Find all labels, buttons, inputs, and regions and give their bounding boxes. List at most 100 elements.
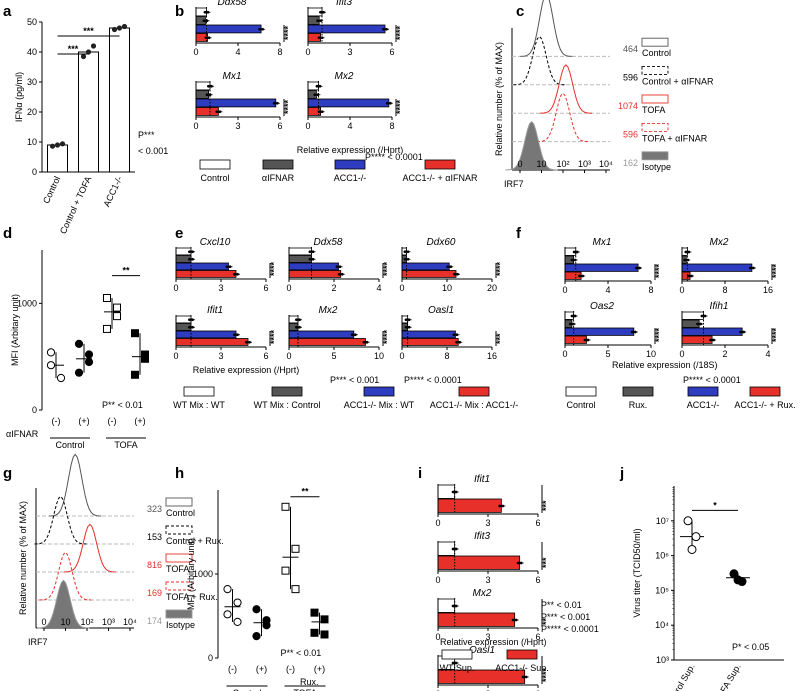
x-axis-label: Relative expression (/Hprt) (440, 637, 547, 647)
gene-title: Ddx60 (427, 237, 456, 248)
legend-swatch (199, 159, 231, 170)
stat-text: P*** < 0.001 (330, 375, 379, 385)
legend-swatch (641, 122, 669, 132)
x-tick-label: 10² (556, 159, 569, 169)
gene-title: Ddx58 (314, 237, 343, 248)
y-tick-label: 10⁶ (655, 551, 669, 561)
data-point (310, 608, 319, 617)
data-point (451, 547, 455, 551)
x-tick-label: 10³ (102, 617, 115, 627)
legend-label: TOFA + αIFNAR (642, 133, 708, 143)
x-tick-label: 10 (374, 351, 384, 361)
data-point (362, 340, 366, 344)
x-tick-label: 10² (80, 617, 93, 627)
stat-text: P**** < 0.0001 (404, 375, 462, 385)
data-point (382, 27, 385, 31)
x-tick-label: 3 (347, 47, 352, 57)
gene-title: Ifit3 (336, 0, 353, 8)
data-point (131, 329, 139, 338)
data-point (225, 265, 229, 269)
bar (401, 330, 456, 339)
x-tick-label: 4 (235, 47, 240, 57)
x-tick-label: 4 (376, 283, 381, 293)
x-tick-label: 6 (535, 575, 540, 585)
data-point (501, 504, 505, 508)
x-tick-label: 0 (193, 47, 198, 57)
data-point (570, 258, 574, 262)
data-point (404, 325, 408, 329)
data-point (311, 250, 315, 254)
data-point (454, 547, 458, 551)
significance-label: **** (269, 261, 279, 276)
x-tick-label: 0 (679, 349, 684, 359)
histogram-curve (34, 495, 87, 545)
data-point (310, 628, 319, 637)
data-point (446, 265, 450, 269)
x-tick-label: 0 (562, 285, 567, 295)
gene-title: Ifit1 (207, 305, 223, 316)
bar (564, 335, 587, 344)
panel-i-bar-chart: Ifit1036***Ifit3036***Mx2036**Oasl1036**… (435, 474, 598, 691)
x-tick-label: 3 (218, 351, 223, 361)
data-point (407, 325, 411, 329)
histogram-curve (539, 64, 592, 114)
data-point (80, 53, 87, 60)
data-point (223, 610, 232, 619)
data-point (308, 257, 312, 261)
x-axis-label: Relative expression (/Hprt) (193, 365, 300, 375)
data-point (583, 338, 587, 342)
data-point (208, 93, 212, 97)
stat-text: < 0.001 (138, 146, 168, 156)
x-tick-label: 10 (536, 159, 546, 169)
data-point (318, 84, 322, 88)
bar (437, 498, 502, 513)
data-point (252, 605, 261, 614)
bar (437, 555, 521, 570)
x-tick-label: 8 (722, 285, 727, 295)
legend-swatch (641, 94, 669, 104)
bar (175, 330, 237, 339)
data-point (751, 266, 755, 270)
y-tick-label: 10⁵ (655, 585, 669, 595)
x-axis-label: IRF7 (504, 179, 524, 189)
bar (175, 270, 237, 278)
x-tick-label: 3 (485, 632, 490, 642)
legend-label: Control (166, 508, 195, 518)
histogram-curve (63, 523, 116, 573)
data-point (275, 101, 279, 105)
data-point (54, 142, 61, 148)
mfi-value: 596 (623, 129, 638, 139)
legend-label: ACC1-/- Sup. (495, 663, 549, 673)
y-axis-label: Relative number (% of MAX) (494, 42, 504, 156)
data-point (103, 324, 111, 333)
data-point (248, 340, 251, 344)
panel-label-e: e (175, 225, 183, 242)
stat-text: P* < 0.05 (732, 642, 769, 652)
data-point (252, 632, 261, 641)
x-tick-label: 2 (331, 283, 336, 293)
legend-swatch (424, 159, 456, 170)
legend-label: WT Mix : Control (254, 400, 321, 410)
data-point (210, 84, 213, 88)
data-point (687, 544, 697, 554)
bar (47, 144, 68, 173)
legend-label: Control + Rux. (166, 536, 224, 546)
bar (175, 338, 249, 346)
data-point (703, 314, 707, 318)
legend-label: TOFA (166, 564, 189, 574)
panel-label-g: g (3, 465, 12, 482)
data-point (699, 322, 703, 326)
histogram-curve (520, 0, 573, 57)
data-point (498, 504, 502, 508)
data-point (633, 330, 637, 334)
x-tick-label: 10 (442, 283, 452, 293)
significance-label: * (713, 500, 717, 510)
panel-j-dot-plot: 10³ 10⁴ 10⁵ 10⁶ 10⁷ Virus titer (TCID50/ml) Co… (632, 486, 784, 691)
x-tick-label: 10 (646, 349, 656, 359)
bar (437, 612, 516, 627)
x-tick-label: 3 (485, 689, 490, 691)
legend-swatch (441, 649, 473, 660)
legend-label: Control (566, 400, 595, 410)
legend-label: ACC1-/- (334, 173, 367, 183)
